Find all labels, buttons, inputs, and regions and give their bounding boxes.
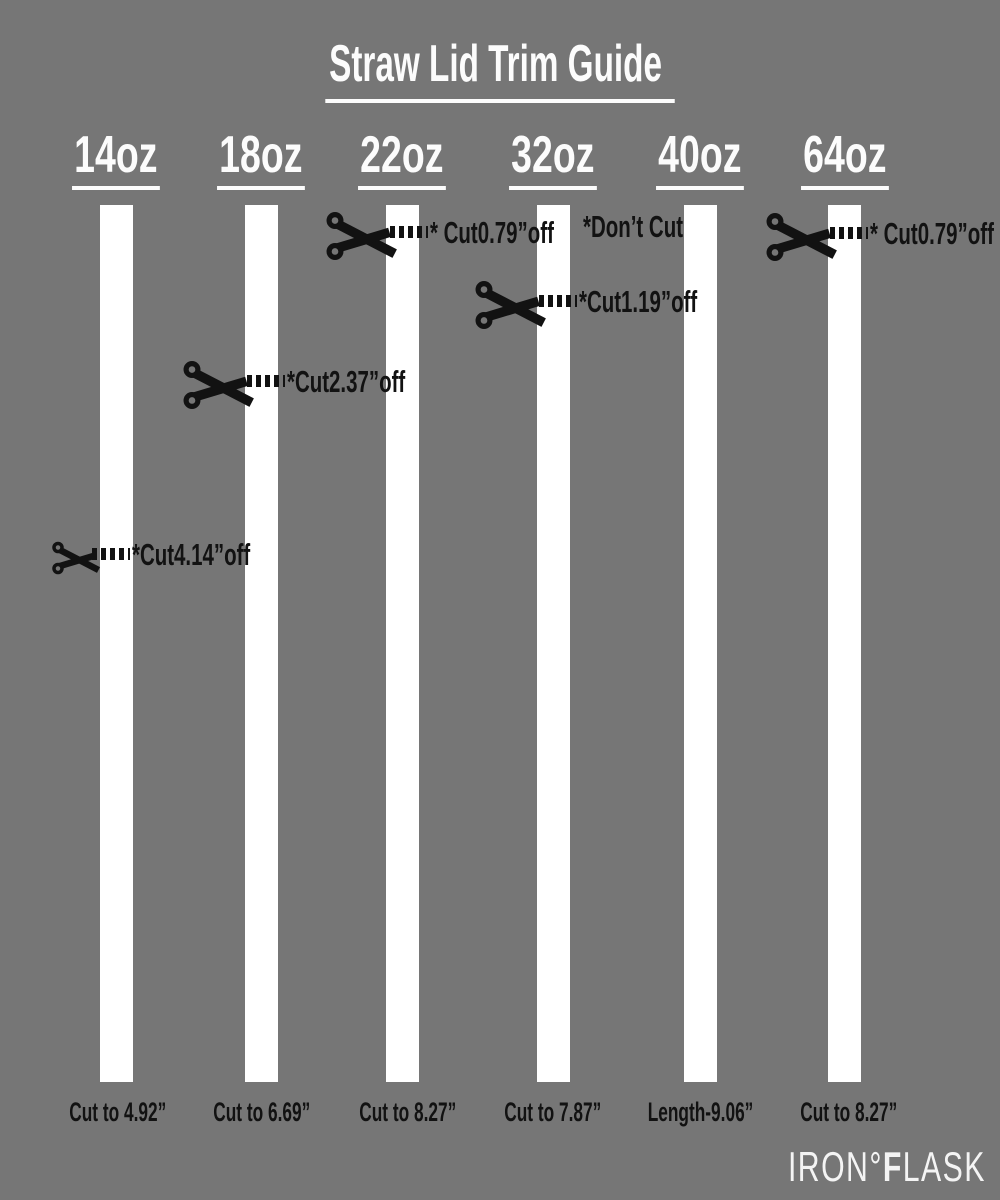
- straw-bar-32oz: [537, 205, 570, 1082]
- cut-marker-22oz: * Cut0.79”off: [324, 208, 618, 264]
- scissors-icon: [766, 213, 837, 261]
- page-title-text: Straw Lid Trim Guide: [325, 35, 675, 104]
- bottom-label-18oz: Cut to 6.69”: [213, 1097, 311, 1127]
- bottom-label-14oz: Cut to 4.92”: [69, 1097, 167, 1127]
- cut-marker-64oz: * Cut0.79”off: [764, 209, 1000, 265]
- scissors-icon: [183, 361, 254, 409]
- straw-bar-14oz: [100, 205, 133, 1082]
- brand-logo-left: IRON°: [788, 1143, 883, 1190]
- dashed-cut-line: [539, 295, 577, 307]
- dashed-cut-line: [390, 226, 428, 238]
- size-header-18oz: 18oz: [181, 128, 341, 190]
- dashed-cut-line: [247, 375, 285, 387]
- bottom-label-64oz: Cut to 8.27”: [800, 1097, 898, 1127]
- dashed-cut-line: [830, 227, 868, 239]
- page-title: Straw Lid Trim Guide: [0, 35, 1000, 104]
- dashed-cut-line: [92, 548, 130, 560]
- cut-marker-14oz: *Cut4.14”off: [50, 539, 311, 577]
- cut-label: *Cut4.14”off: [132, 537, 251, 572]
- straw-bar-22oz: [386, 205, 419, 1082]
- scissors-icon: [52, 541, 100, 575]
- size-header-40oz: 40oz: [620, 128, 780, 190]
- bottom-label-32oz: Cut to 7.87”: [504, 1097, 602, 1127]
- brand-logo: IRON°FLASK: [711, 1146, 986, 1188]
- straw-bar-40oz: [684, 205, 717, 1082]
- size-header-64oz: 64oz: [765, 128, 925, 190]
- scissors-icon: [475, 281, 546, 329]
- brand-logo-right: LASK: [902, 1143, 986, 1190]
- cut-label: *Cut2.37”off: [287, 364, 406, 399]
- size-header-14oz: 14oz: [36, 128, 196, 190]
- bottom-label-40oz: Length-9.06”: [648, 1097, 754, 1127]
- bottom-label-22oz: Cut to 8.27”: [359, 1097, 457, 1127]
- dont-cut-label-40oz: *Don’t Cut: [583, 209, 684, 244]
- cut-label: * Cut0.79”off: [430, 215, 554, 250]
- scissors-icon: [326, 212, 397, 260]
- brand-logo-bold-f: F: [882, 1143, 903, 1190]
- straw-bar-64oz: [828, 205, 861, 1082]
- cut-marker-18oz: *Cut2.37”off: [181, 357, 466, 413]
- cut-marker-32oz: *Cut1.19”off: [473, 277, 758, 333]
- cut-label: * Cut0.79”off: [870, 216, 994, 251]
- cut-label: *Cut1.19”off: [579, 284, 698, 319]
- straw-bar-18oz: [245, 205, 278, 1082]
- size-header-32oz: 32oz: [473, 128, 633, 190]
- size-header-22oz: 22oz: [322, 128, 482, 190]
